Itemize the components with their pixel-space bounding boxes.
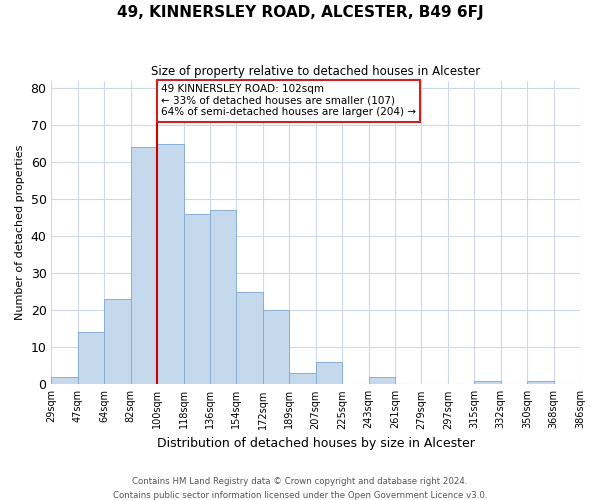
Bar [368,377,395,384]
Title: Size of property relative to detached houses in Alcester: Size of property relative to detached ho… [151,65,481,78]
Text: 49, KINNERSLEY ROAD, ALCESTER, B49 6FJ: 49, KINNERSLEY ROAD, ALCESTER, B49 6FJ [116,5,484,20]
Bar [316,362,342,384]
Bar [184,214,210,384]
Bar [527,380,554,384]
Bar [52,377,78,384]
Bar [289,373,316,384]
Text: Contains HM Land Registry data © Crown copyright and database right 2024.
Contai: Contains HM Land Registry data © Crown c… [113,478,487,500]
Bar [104,299,131,384]
Text: 49 KINNERSLEY ROAD: 102sqm
← 33% of detached houses are smaller (107)
64% of sem: 49 KINNERSLEY ROAD: 102sqm ← 33% of deta… [161,84,416,117]
Bar [157,144,184,384]
Bar [236,292,263,384]
Bar [131,147,157,384]
Bar [474,380,501,384]
Bar [78,332,104,384]
Bar [263,310,289,384]
Y-axis label: Number of detached properties: Number of detached properties [15,144,25,320]
Bar [210,210,236,384]
X-axis label: Distribution of detached houses by size in Alcester: Distribution of detached houses by size … [157,437,475,450]
